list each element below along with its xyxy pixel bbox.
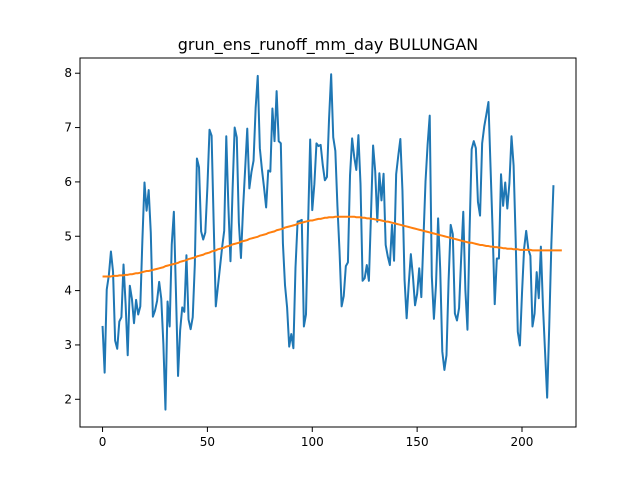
y-tick-label: 8	[64, 66, 72, 80]
x-tick-label: 0	[99, 435, 107, 449]
chart-title: grun_ens_runoff_mm_day BULUNGAN	[178, 35, 479, 55]
plot-area	[101, 73, 562, 411]
y-tick-label: 7	[64, 121, 72, 135]
y-tick-label: 2	[64, 392, 72, 406]
y-tick-label: 5	[64, 229, 72, 243]
axis-ticks: 0 50 100 150 200 2 3 4 5 6 7 8	[64, 66, 533, 449]
x-tick-label: 150	[406, 435, 429, 449]
series-line-1	[101, 73, 555, 411]
y-tick-label: 3	[64, 338, 72, 352]
y-tick-label: 4	[64, 284, 72, 298]
x-tick-label: 100	[301, 435, 324, 449]
x-tick-label: 200	[511, 435, 534, 449]
series-line-2	[102, 215, 562, 278]
x-tick-label: 50	[200, 435, 215, 449]
axes-frame	[79, 57, 577, 428]
y-tick-label: 6	[64, 175, 72, 189]
